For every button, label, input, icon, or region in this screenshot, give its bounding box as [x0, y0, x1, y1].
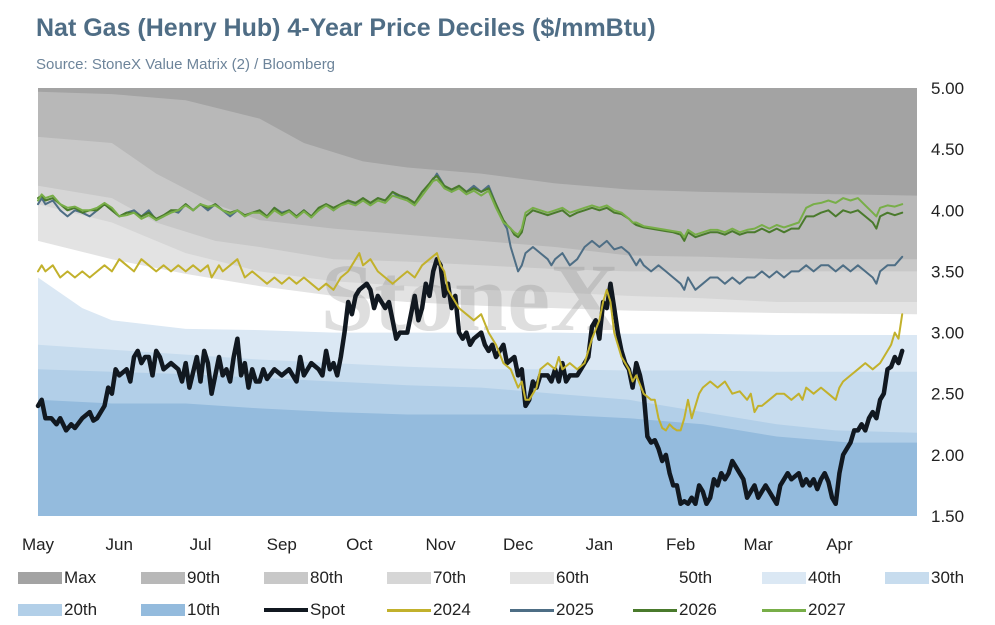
legend-item-70th: 70th: [387, 566, 466, 590]
legend-item-spot: Spot: [264, 598, 345, 622]
y-tick-label: 2.00: [931, 446, 964, 465]
legend-label: 2024: [433, 600, 471, 619]
legend-item-30th: 30th: [885, 566, 964, 590]
x-tick-label: Oct: [346, 535, 373, 554]
legend-swatch: [885, 572, 929, 584]
legend-item-2024: 2024: [387, 598, 471, 622]
legend-swatch: [510, 572, 554, 584]
legend-label: Max: [64, 568, 97, 587]
legend-label: 40th: [808, 568, 842, 587]
series-line-spot: [35, 256, 905, 507]
legend-swatch: [264, 572, 308, 584]
x-tick-label: Dec: [503, 535, 534, 554]
legend-swatch: [633, 608, 677, 612]
legend-label: 80th: [310, 568, 344, 587]
legend-item-50th: 50th: [633, 566, 712, 590]
legend-swatch: [141, 572, 185, 584]
y-tick-label: 5.00: [931, 79, 964, 98]
chart-legend: Max 90th 80th 70th 60th 50th 40th 30th 20th 10th S…: [0, 566, 995, 625]
legend-swatch: [762, 608, 806, 612]
legend-label: Spot: [310, 600, 345, 619]
x-tick-label: Feb: [666, 535, 695, 554]
legend-swatch: [762, 572, 806, 584]
legend-swatch: [510, 608, 554, 612]
x-tick-label: Nov: [425, 535, 456, 554]
y-tick-label: 2.50: [931, 385, 964, 404]
x-tick-label: Jul: [190, 535, 212, 554]
y-axis-ticks: 5.00 4.50 4.00 3.50 3.00 2.50 2.00 1.50: [931, 79, 964, 526]
legend-item-80th: 80th: [264, 566, 343, 590]
chart-canvas: StoneX 5.004.504.003.503.002.502.001.50 …: [22, 79, 964, 554]
legend-item-60th: 60th: [510, 566, 589, 590]
legend-label: 60th: [556, 568, 590, 587]
series-line-2024: [37, 252, 904, 432]
x-tick-label: Apr: [826, 535, 853, 554]
legend-label: 20th: [64, 600, 98, 619]
decile-bands: [38, 88, 917, 517]
legend-item-10th: 10th: [141, 598, 220, 622]
legend-item-20th: 20th: [18, 598, 97, 622]
x-axis-ticks: May Jun Jul Sep Oct Nov Dec Jan Feb Mar Apr: [22, 535, 853, 554]
legend-swatch: [18, 604, 62, 616]
legend-item-2026: 2026: [633, 598, 717, 622]
stonex-watermark: StoneX: [321, 244, 620, 351]
y-tick-label: 3.00: [931, 324, 964, 343]
legend-label: 30th: [931, 568, 965, 587]
series-lines: [35, 172, 905, 507]
legend-swatch: [633, 572, 677, 584]
legend-label: 2026: [679, 600, 717, 619]
x-tick-label: Jan: [586, 535, 613, 554]
x-tick-label: Jun: [106, 535, 133, 554]
x-tick-label: May: [22, 535, 55, 554]
legend-swatch: [387, 608, 431, 612]
legend-item-max: Max: [18, 566, 96, 590]
legend-label: 2025: [556, 600, 594, 619]
legend-label: 50th: [679, 568, 713, 587]
legend-label: 2027: [808, 600, 846, 619]
y-tick-label: 4.50: [931, 140, 964, 159]
legend-item-90th: 90th: [141, 566, 220, 590]
y-tick-label: 3.50: [931, 262, 964, 281]
legend-swatch: [387, 572, 431, 584]
x-tick-label: Mar: [744, 535, 774, 554]
series-line-2027: [37, 178, 904, 239]
chart-title: Nat Gas (Henry Hub) 4-Year Price Deciles…: [36, 14, 656, 42]
legend-swatch: [18, 572, 62, 584]
legend-label: 70th: [433, 568, 467, 587]
legend-label: 90th: [187, 568, 221, 587]
y-tick-label: 4.00: [931, 201, 964, 220]
y-tick-label: 1.50: [931, 507, 964, 526]
chart-subtitle: Source: StoneX Value Matrix (2) / Bloomb…: [36, 56, 336, 73]
legend-item-2027: 2027: [762, 598, 846, 622]
legend-swatch: [264, 608, 308, 612]
legend-swatch: [141, 604, 185, 616]
series-line-2026: [37, 175, 904, 242]
legend-item-40th: 40th: [762, 566, 841, 590]
legend-item-2025: 2025: [510, 598, 594, 622]
legend-label: 10th: [187, 600, 221, 619]
x-tick-label: Sep: [267, 535, 297, 554]
